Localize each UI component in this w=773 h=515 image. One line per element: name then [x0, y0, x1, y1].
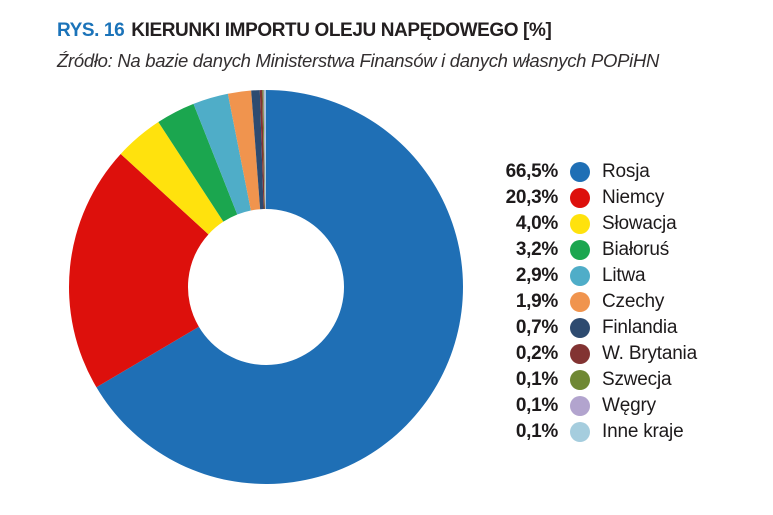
legend-color-dot	[570, 344, 590, 364]
legend-value: 1,9%	[515, 291, 558, 312]
donut-slice-litwa	[193, 93, 251, 215]
legend-color-dot	[570, 422, 590, 442]
legend-value: 0,2%	[515, 343, 558, 364]
donut-slice-w-brytania	[259, 90, 265, 210]
legend-label: Węgry	[602, 395, 656, 416]
legend-color-dot	[570, 292, 590, 312]
donut-chart	[68, 89, 463, 485]
legend-item: 0,1% Szwecja	[490, 367, 697, 393]
legend-item: 2,9% Litwa	[490, 263, 697, 289]
figure-title: KIERUNKI IMPORTU OLEJU NAPĘDOWEGO [%]	[131, 20, 552, 41]
legend-label: Białoruś	[602, 239, 670, 260]
legend-value: 0,7%	[515, 317, 558, 338]
donut-slices	[68, 89, 463, 485]
legend-color-dot	[570, 370, 590, 390]
donut-slice-węgry	[263, 90, 266, 209]
figure-number: RYS. 16	[57, 20, 125, 41]
legend-label: Niemcy	[602, 187, 665, 208]
legend-color-dot	[570, 214, 590, 234]
legend-color-dot	[570, 396, 590, 416]
legend-item: 4,0% Słowacja	[490, 211, 697, 237]
legend-label: W. Brytania	[602, 343, 697, 364]
legend-label: Szwecja	[602, 369, 672, 390]
legend-item: 1,9% Czechy	[490, 289, 697, 315]
donut-slice-białoruś	[158, 103, 238, 222]
legend-value: 0,1%	[515, 395, 558, 416]
legend-item: 20,3% Niemcy	[490, 185, 697, 211]
donut-slice-niemcy	[68, 153, 209, 388]
legend-label: Słowacja	[602, 213, 677, 234]
legend-value: 0,1%	[515, 369, 558, 390]
legend-color-dot	[570, 188, 590, 208]
donut-slice-finlandia	[251, 90, 264, 210]
legend-item: 3,2% Białoruś	[490, 237, 697, 263]
page-title: RYS. 16 KIERUNKI IMPORTU OLEJU NAPĘDOWEGO…	[57, 20, 552, 42]
legend-value: 0,1%	[515, 421, 558, 442]
donut-slice-inne-kraje	[264, 89, 266, 209]
legend-value: 66,5%	[505, 161, 559, 182]
legend-color-dot	[570, 240, 590, 260]
legend-item: 0,1% Węgry	[490, 393, 697, 419]
legend-color-dot	[570, 318, 590, 338]
donut-slice-słowacja	[120, 122, 224, 235]
legend-value: 4,0%	[515, 213, 558, 234]
legend-item: 66,5% Rosja	[490, 159, 697, 185]
legend-color-dot	[570, 162, 590, 182]
legend-value: 3,2%	[515, 239, 558, 260]
legend-label: Czechy	[602, 291, 665, 312]
donut-slice-szwecja	[262, 90, 266, 209]
legend-color-dot	[570, 266, 590, 286]
donut-slice-rosja	[96, 90, 463, 485]
source-note: Źródło: Na bazie danych Ministerstwa Fin…	[57, 50, 660, 71]
legend-item: 0,1% Inne kraje	[490, 419, 697, 445]
legend-value: 20,3%	[505, 187, 559, 208]
legend-value: 2,9%	[515, 265, 558, 286]
chart-legend: 66,5% Rosja 20,3% Niemcy 4,0% Słowacja 3…	[490, 159, 697, 445]
legend-label: Litwa	[602, 265, 646, 286]
legend-item: 0,2% W. Brytania	[490, 341, 697, 367]
legend-item: 0,7% Finlandia	[490, 315, 697, 341]
legend-label: Finlandia	[602, 317, 678, 338]
legend-label: Inne kraje	[602, 421, 684, 442]
donut-slice-czechy	[227, 90, 261, 211]
legend-label: Rosja	[602, 161, 650, 182]
